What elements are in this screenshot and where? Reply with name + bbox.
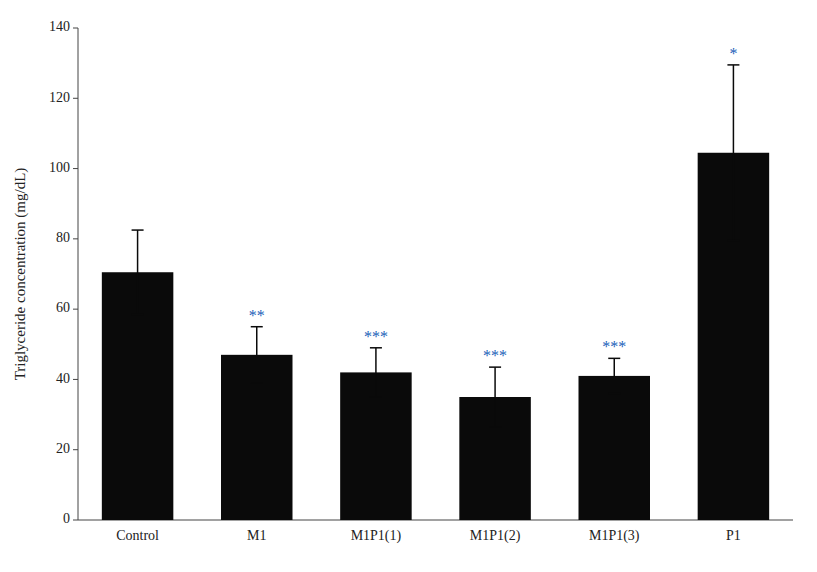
chart-container: 0 20 40 60 80 100 120 140 Triglyceride concentra… xyxy=(0,0,817,572)
x-tick-label: M1 xyxy=(247,528,266,543)
y-tick-label: 0 xyxy=(63,511,70,526)
bars xyxy=(102,65,769,520)
y-tick xyxy=(73,520,78,521)
y-tick xyxy=(73,238,78,239)
y-tick xyxy=(73,449,78,450)
x-axis-line xyxy=(78,520,793,521)
bar xyxy=(579,376,651,520)
y-tick-label: 20 xyxy=(56,441,70,456)
y-tick xyxy=(73,98,78,99)
y-tick xyxy=(73,309,78,310)
y-axis-line xyxy=(78,28,79,520)
x-tick-label: P1 xyxy=(726,528,741,543)
significance-label: *** xyxy=(602,338,626,355)
significance-label: ** xyxy=(249,307,265,324)
error-bar xyxy=(608,358,620,393)
significance-label: *** xyxy=(483,347,507,364)
x-tick-label: M1P1(3) xyxy=(589,528,640,544)
chart: 0 20 40 60 80 100 120 140 Triglyceride concentra… xyxy=(0,0,817,572)
error-bar xyxy=(370,348,382,397)
error-bar xyxy=(727,65,739,241)
annotations: ************ xyxy=(249,45,738,364)
y-tick xyxy=(73,28,78,29)
y-axis-label: Triglyceride concentration (mg/dL) xyxy=(12,168,29,381)
x-tick-label: Control xyxy=(116,528,159,543)
error-bar xyxy=(251,327,263,383)
x-tick-label: M1P1(2) xyxy=(470,528,521,544)
y-tick-label: 80 xyxy=(56,230,70,245)
y-axis: 0 20 40 60 80 100 120 140 xyxy=(49,19,78,526)
y-tick-label: 60 xyxy=(56,300,70,315)
y-tick-label: 140 xyxy=(49,19,70,34)
y-tick xyxy=(73,379,78,380)
y-tick-label: 120 xyxy=(49,90,70,105)
x-axis: Control M1 M1P1(1) M1P1(2) M1P1(3) P1 xyxy=(78,520,793,544)
significance-label: *** xyxy=(364,328,388,345)
error-bar xyxy=(132,230,144,314)
error-bar xyxy=(489,367,501,427)
significance-label: * xyxy=(729,45,737,62)
y-tick-label: 40 xyxy=(56,371,70,386)
x-tick-label: M1P1(1) xyxy=(351,528,402,544)
y-tick-label: 100 xyxy=(49,160,70,175)
y-tick xyxy=(73,168,78,169)
